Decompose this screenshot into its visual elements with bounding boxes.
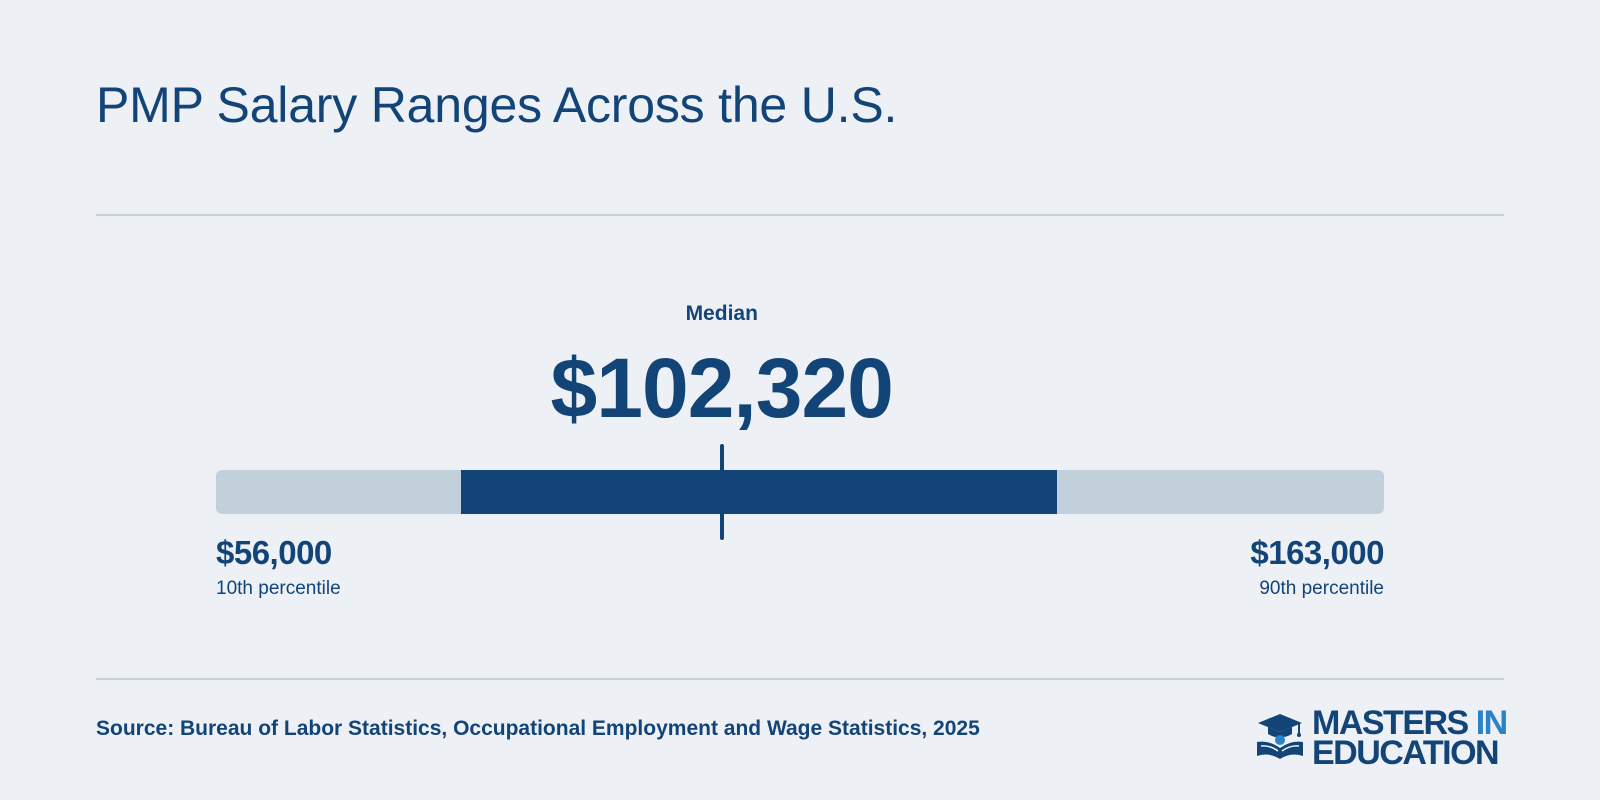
masters-in-education-logo: MASTERS IN EDUCATION bbox=[1254, 704, 1508, 772]
logo-text-in: IN bbox=[1475, 704, 1509, 742]
salary-range-track bbox=[216, 444, 1384, 540]
high-percentile-label: 90th percentile bbox=[1259, 578, 1384, 599]
bottom-divider bbox=[96, 678, 1504, 680]
median-label: Median bbox=[685, 302, 758, 325]
top-divider bbox=[96, 214, 1504, 216]
logo-text-education: EDUCATION bbox=[1312, 734, 1500, 772]
median-value: $102,320 bbox=[550, 341, 894, 435]
page-title: PMP Salary Ranges Across the U.S. bbox=[96, 77, 898, 133]
logo-text-line1: MASTERS IN bbox=[1312, 706, 1508, 740]
salary-range-bar bbox=[461, 470, 1057, 514]
median-marker bbox=[719, 444, 724, 540]
source-note: Source: Bureau of Labor Statistics, Occu… bbox=[96, 717, 980, 740]
low-salary-value: $56,000 bbox=[216, 534, 332, 571]
high-salary-value: $163,000 bbox=[1250, 534, 1384, 571]
logo-text-masters: MASTERS bbox=[1312, 704, 1469, 742]
graduation-cap-book-icon bbox=[1257, 714, 1303, 759]
low-percentile-label: 10th percentile bbox=[216, 578, 341, 599]
